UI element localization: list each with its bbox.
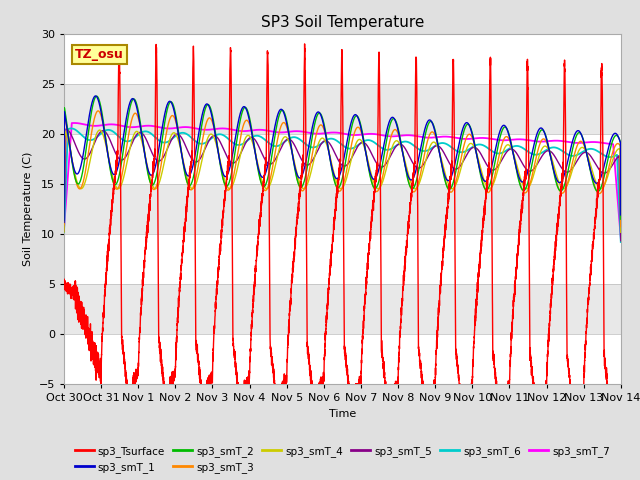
Legend: sp3_Tsurface, sp3_smT_1, sp3_smT_2, sp3_smT_3, sp3_smT_4, sp3_smT_5, sp3_smT_6, : sp3_Tsurface, sp3_smT_1, sp3_smT_2, sp3_… (70, 442, 614, 477)
Bar (64, 84, 621, 134)
Bar (64, 134, 621, 184)
Y-axis label: Soil Temperature (C): Soil Temperature (C) (23, 152, 33, 266)
Bar (64, 234, 621, 284)
Text: TZ_osu: TZ_osu (75, 48, 124, 61)
Bar (64, 284, 621, 334)
X-axis label: Time: Time (329, 408, 356, 419)
Bar (64, 334, 621, 384)
Bar (64, 184, 621, 234)
Bar (64, 34, 621, 84)
Title: SP3 Soil Temperature: SP3 Soil Temperature (260, 15, 424, 30)
